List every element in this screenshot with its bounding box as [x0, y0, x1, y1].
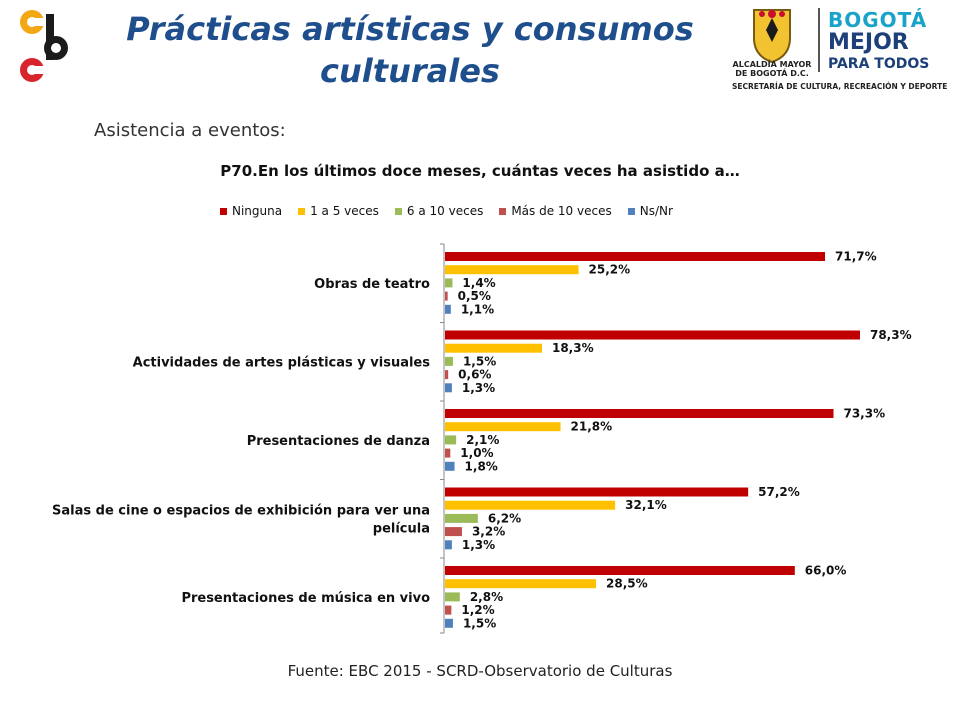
- legend-item: 1 a 5 veces: [298, 203, 379, 219]
- category-label: Salas de cine o espacios de exhibición p…: [52, 503, 430, 518]
- data-label: 1,3%: [462, 381, 495, 395]
- brand-line-1: BOGOTÁ: [828, 8, 928, 32]
- bar: [445, 513, 478, 523]
- data-label: 1,5%: [463, 354, 496, 368]
- bar: [445, 566, 795, 575]
- seal-caption-2: DE BOGOTÁ D.C.: [735, 69, 809, 78]
- data-label: 57,2%: [758, 485, 800, 499]
- title-line-1: Prácticas artísticas y consumos: [126, 10, 694, 48]
- bar: [445, 579, 597, 589]
- logo-divider: [818, 8, 820, 72]
- bar: [445, 356, 453, 366]
- bar: [445, 592, 460, 602]
- bar: [445, 618, 453, 628]
- data-label: 1,0%: [460, 446, 493, 460]
- data-label: 1,5%: [463, 616, 496, 630]
- legend-label: 6 a 10 veces: [406, 204, 484, 218]
- data-label: 18,3%: [552, 341, 594, 355]
- title-line-2: culturales: [320, 52, 500, 90]
- coat-of-arms-icon: [753, 9, 791, 64]
- bar: [445, 343, 542, 353]
- bar: [445, 409, 834, 418]
- section-subtitle: Asistencia a eventos:: [94, 120, 286, 141]
- data-label: 1,1%: [461, 302, 494, 316]
- data-label: 71,7%: [835, 250, 877, 264]
- data-label: 1,4%: [462, 276, 495, 290]
- bar: [445, 487, 749, 497]
- legend-label: 1 a 5 veces: [310, 204, 379, 218]
- legend-label: Más de 10 veces: [511, 204, 612, 218]
- bar: [445, 540, 452, 550]
- data-label: 2,8%: [470, 590, 503, 604]
- bogota-logo: ALCALDÍA MAYOR DE BOGOTÁ D.C. BOGOTÁ MEJ…: [722, 4, 952, 96]
- page-title: Prácticas artísticas y consumos cultural…: [60, 8, 760, 92]
- bar: [445, 435, 457, 445]
- bar: [445, 448, 451, 458]
- category-label: Obras de teatro: [314, 277, 430, 292]
- bar: [445, 605, 452, 615]
- bar: [445, 304, 451, 314]
- legend-item: Ninguna: [220, 203, 282, 219]
- legend-swatch: [394, 207, 402, 215]
- bar: [445, 422, 561, 432]
- bar: [445, 500, 616, 510]
- legend-label: Ninguna: [232, 204, 283, 218]
- data-label: 3,2%: [472, 525, 505, 539]
- data-label: 66,0%: [805, 564, 847, 578]
- bar: [445, 265, 579, 275]
- brand-subtitle: SECRETARÍA DE CULTURA, RECREACIÓN Y DEPO…: [732, 82, 948, 91]
- data-label: 1,2%: [461, 603, 494, 617]
- data-label: 2,1%: [466, 433, 499, 447]
- bar: [445, 383, 452, 393]
- chart-legend: Ninguna 1 a 5 veces 6 a 10 veces Más de 10 …: [220, 203, 673, 219]
- bar: [445, 278, 453, 288]
- source-note: Fuente: EBC 2015 - SCRD-Observatorio de …: [287, 662, 673, 680]
- legend-item: Más de 10 veces: [499, 203, 612, 219]
- chart-title: P70.En los últimos doce meses, cuántas v…: [220, 162, 740, 180]
- seal-caption-1: ALCALDÍA MAYOR: [732, 60, 812, 69]
- data-label: 28,5%: [606, 577, 648, 591]
- brand-line-3: PARA TODOS: [828, 56, 930, 72]
- data-label: 78,3%: [870, 328, 912, 342]
- data-label: 0,6%: [458, 368, 491, 382]
- bar: [445, 330, 860, 340]
- data-label: 1,3%: [462, 538, 495, 552]
- data-label: 32,1%: [625, 498, 667, 512]
- legend-swatch: [499, 207, 507, 215]
- data-label: 73,3%: [843, 407, 885, 421]
- brand-line-2: MEJOR: [828, 30, 909, 55]
- category-label: Presentaciones de música en vivo: [181, 591, 430, 606]
- data-label: 21,8%: [571, 420, 613, 434]
- cb-logo: [20, 10, 68, 82]
- data-label: 25,2%: [589, 263, 631, 277]
- bar: [445, 461, 455, 471]
- data-label: 0,5%: [458, 289, 491, 303]
- bar: [445, 370, 449, 380]
- category-label: Presentaciones de danza: [247, 434, 430, 449]
- legend-item: 6 a 10 veces: [394, 203, 484, 219]
- legend-swatch: [220, 207, 227, 215]
- data-label: 6,2%: [488, 511, 521, 525]
- legend-swatch: [298, 207, 306, 215]
- category-label: Actividades de artes plásticas y visuale…: [133, 355, 431, 370]
- legend-item: Ns/Nr: [627, 203, 673, 219]
- seal-caption: ALCALDÍA MAYOR DE BOGOTÁ D.C.: [722, 60, 822, 78]
- legend-label: Ns/Nr: [639, 204, 673, 218]
- bar: [445, 252, 826, 261]
- legend-swatch: [627, 207, 635, 215]
- data-label: 1,8%: [465, 459, 498, 473]
- bar: [445, 291, 448, 301]
- category-label: película: [373, 521, 430, 536]
- bar: [445, 527, 462, 537]
